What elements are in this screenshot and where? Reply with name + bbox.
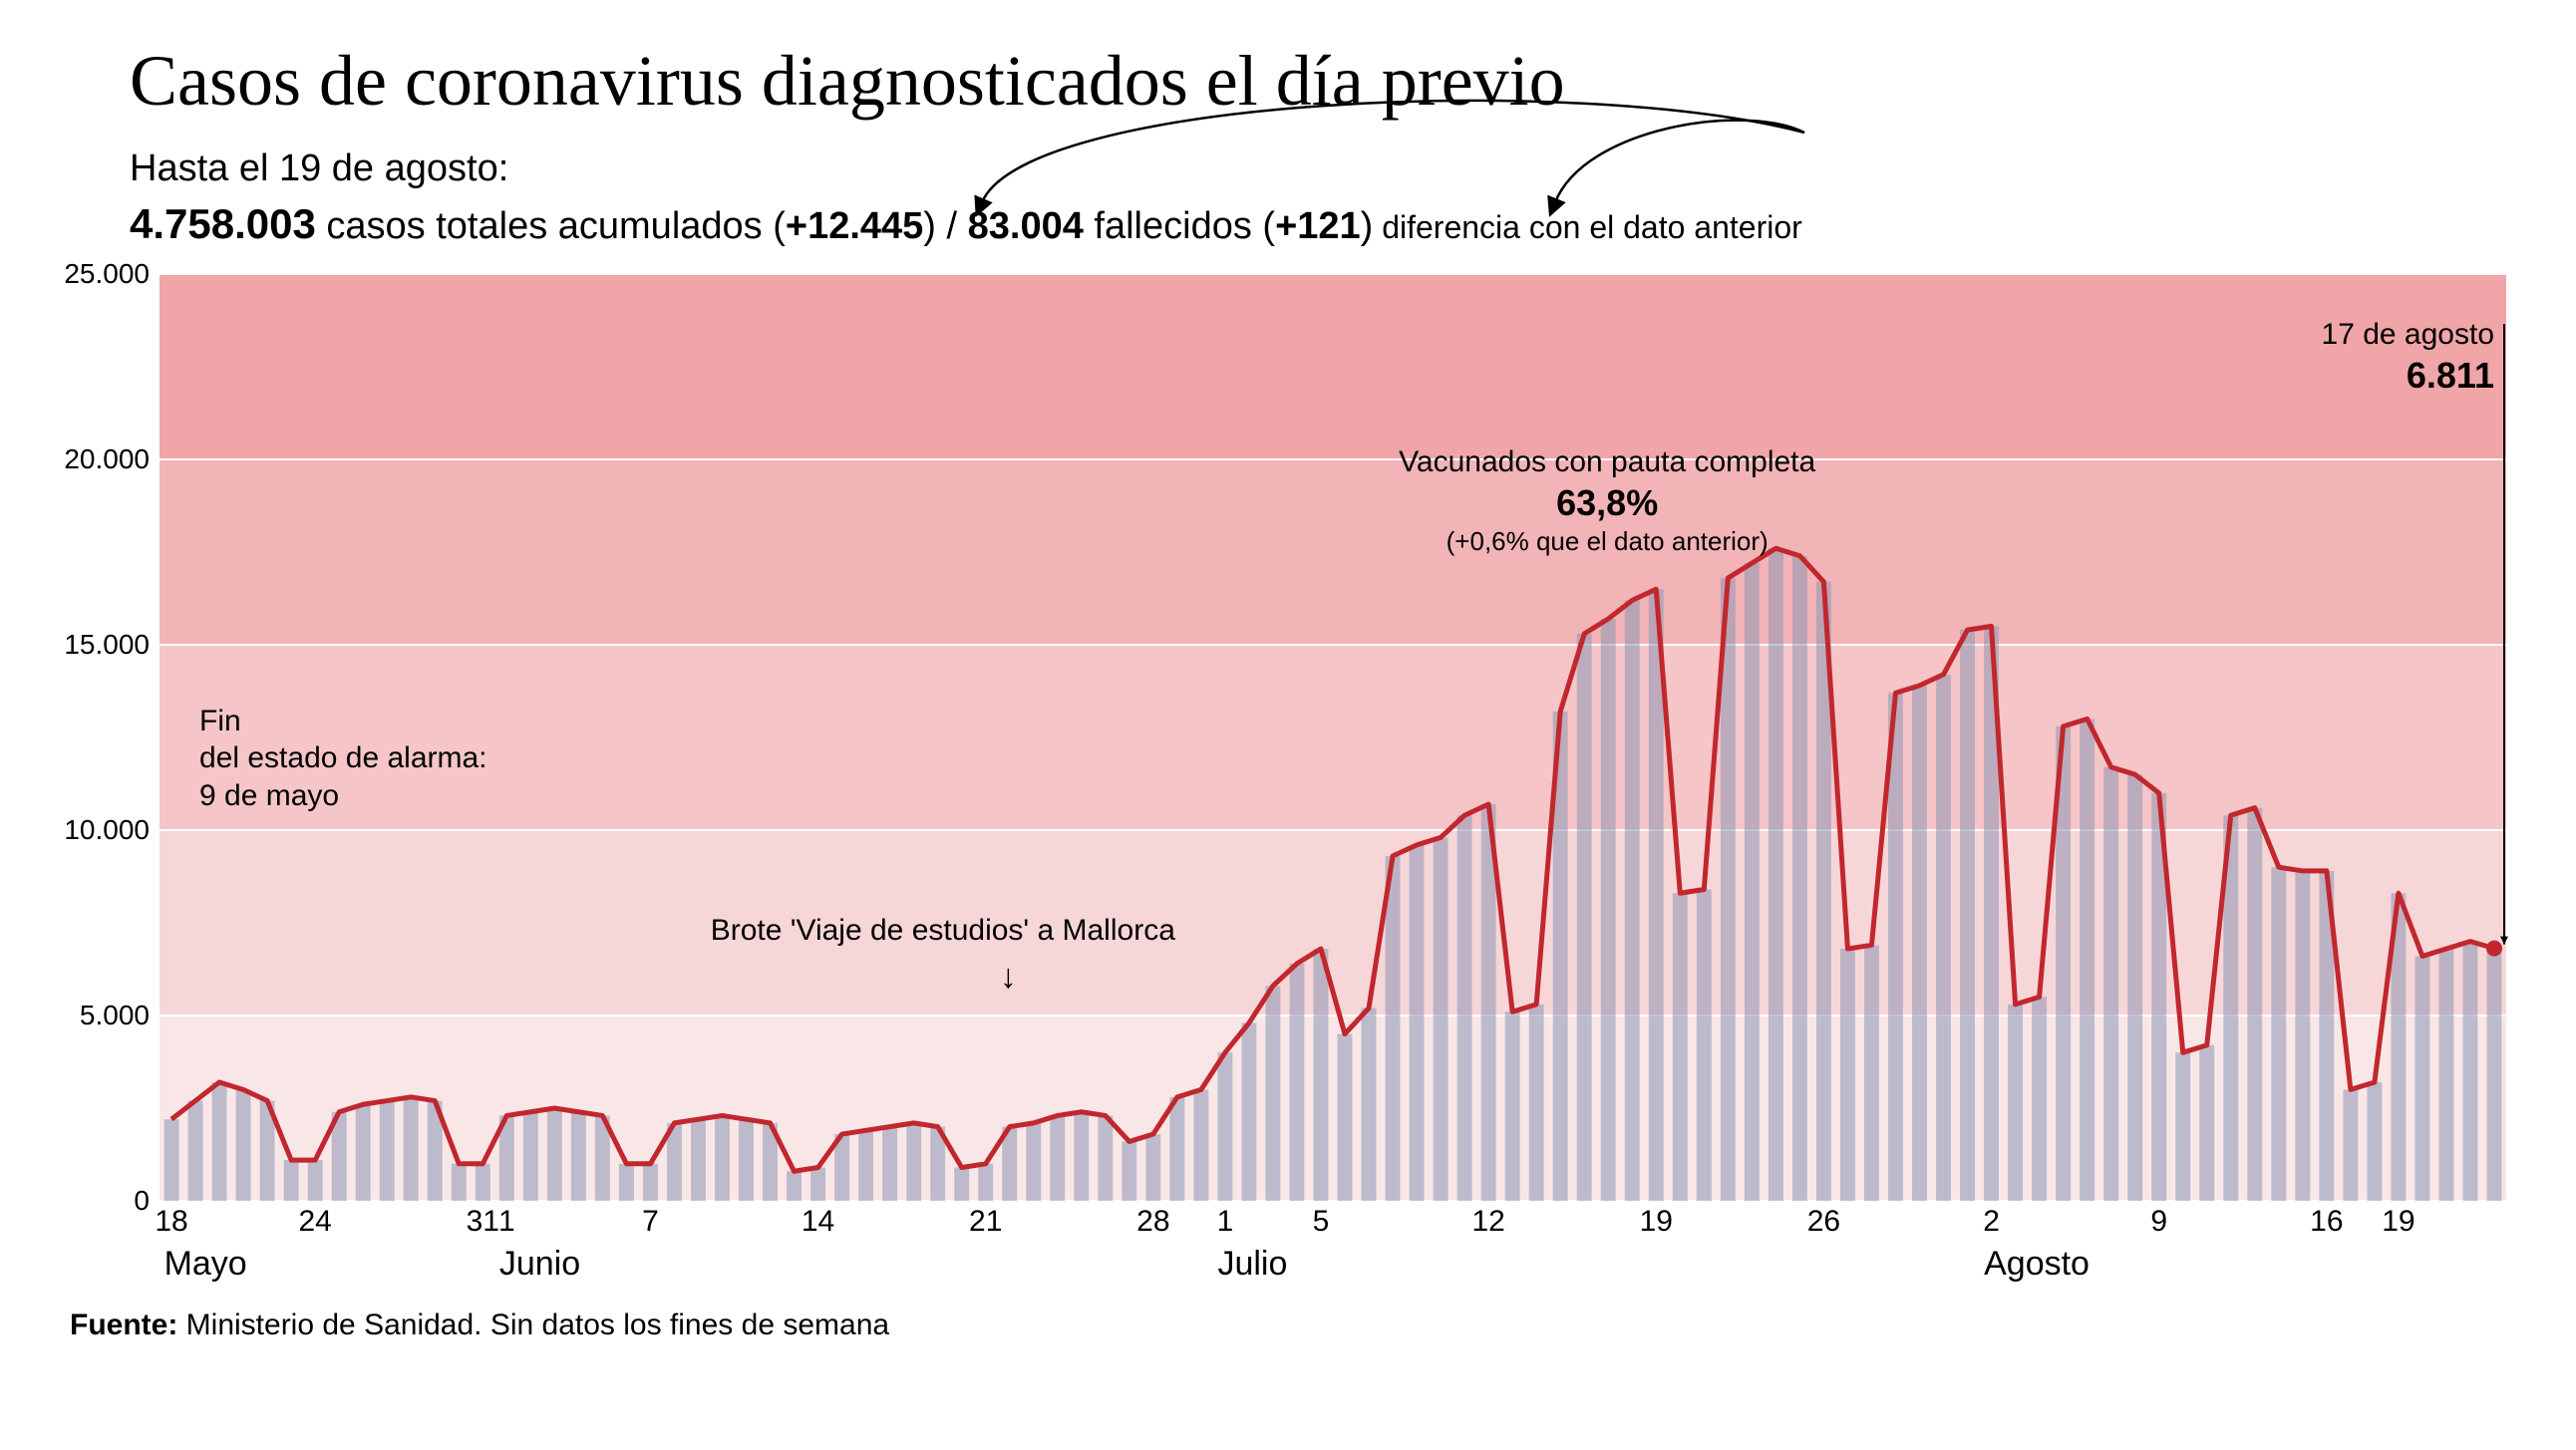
- subtitle-stats: 4.758.003 casos totales acumulados (+12.…: [130, 195, 2506, 254]
- x-tick-label: 26: [1807, 1205, 1840, 1239]
- x-month-label: Junio: [499, 1245, 580, 1284]
- annotation-brote: Brote 'Viaje de estudios' a Mallorca ↓: [711, 912, 1175, 950]
- y-tick-label: 10.000: [64, 814, 150, 846]
- x-tick-label: 5: [1313, 1205, 1330, 1239]
- x-tick-label: 7: [642, 1205, 659, 1239]
- x-tick-label: 2: [1983, 1205, 2000, 1239]
- subtitle-date: Hasta el 19 de agosto:: [130, 143, 2506, 195]
- x-month-label: Mayo: [164, 1245, 247, 1284]
- x-tick-label: 19: [2382, 1205, 2415, 1239]
- x-tick-label: 28: [1136, 1205, 1169, 1239]
- chart-source: Fuente: Ministerio de Sanidad. Sin datos…: [70, 1308, 2506, 1342]
- x-tick-label: 1: [498, 1205, 515, 1239]
- x-month-label: Agosto: [1984, 1245, 2090, 1284]
- x-tick-label: 1: [1217, 1205, 1234, 1239]
- x-tick-label: 14: [802, 1205, 834, 1239]
- y-tick-label: 20.000: [64, 443, 150, 475]
- x-axis: 1824311714212815121926291619MayoJunioJul…: [160, 1201, 2506, 1291]
- x-tick-label: 24: [298, 1205, 331, 1239]
- x-tick-label: 19: [1640, 1205, 1673, 1239]
- annotation-last: 17 de agosto 6.811: [2322, 316, 2494, 399]
- chart-area: 05.00010.00015.00020.00025.000 Fin del e…: [70, 274, 2506, 1291]
- chart-subtitle: Hasta el 19 de agosto: 4.758.003 casos t…: [130, 143, 2506, 254]
- y-tick-label: 15.000: [64, 629, 150, 661]
- x-tick-label: 9: [2150, 1205, 2167, 1239]
- y-tick-label: 0: [134, 1185, 150, 1217]
- x-tick-label: 18: [155, 1205, 187, 1239]
- annotation-alarma: Fin del estado de alarma: 9 de mayo: [199, 703, 487, 815]
- x-month-label: Julio: [1217, 1245, 1287, 1284]
- plot-area: Fin del estado de alarma: 9 de mayo Brot…: [160, 274, 2506, 1201]
- annotation-vacunados: Vacunados con pauta completa 63,8% (+0,6…: [1399, 443, 1815, 558]
- x-tick-label: 21: [969, 1205, 1002, 1239]
- y-tick-label: 25.000: [64, 258, 150, 290]
- chart-title: Casos de coronavirus diagnosticados el d…: [130, 40, 2506, 123]
- x-tick-label: 31: [467, 1205, 499, 1239]
- y-axis: 05.00010.00015.00020.00025.000: [70, 274, 158, 1291]
- x-tick-label: 16: [2310, 1205, 2343, 1239]
- y-tick-label: 5.000: [80, 1000, 150, 1031]
- down-arrow-icon: ↓: [1000, 956, 1017, 999]
- x-tick-label: 12: [1471, 1205, 1504, 1239]
